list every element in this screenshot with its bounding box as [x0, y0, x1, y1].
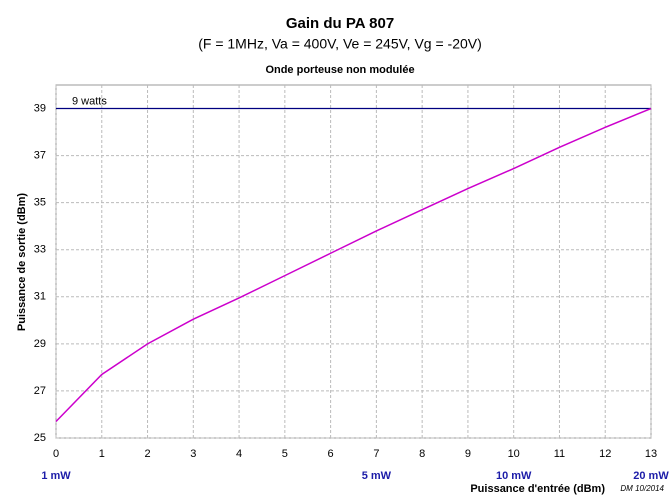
- chart-title: Gain du PA 807: [286, 15, 394, 32]
- x-tick-label: 13: [645, 448, 657, 460]
- x-tick-label: 7: [373, 448, 379, 460]
- chart-subtitle: (F = 1MHz, Va = 400V, Ve = 245V, Vg = -2…: [198, 36, 482, 52]
- x-tick-label: 8: [419, 448, 425, 460]
- x-tick-label: 4: [236, 448, 242, 460]
- x-tick-label: 3: [190, 448, 196, 460]
- x-tick-label: 0: [53, 448, 59, 460]
- reference-label: 9 watts: [72, 95, 107, 107]
- x-tick-label: 2: [144, 448, 150, 460]
- y-tick-label: 33: [34, 244, 46, 256]
- x-tick-label: 9: [465, 448, 471, 460]
- x-tick-label: 11: [554, 448, 565, 460]
- y-tick-label: 35: [34, 197, 46, 209]
- y-tick-label: 37: [34, 150, 46, 162]
- x2-tick-label: 20 mW: [633, 470, 669, 482]
- y-tick-label: 31: [34, 291, 46, 303]
- y-axis-label: Puissance de sortie (dBm): [16, 193, 28, 331]
- chart-subtitle: Onde porteuse non modulée: [265, 64, 414, 76]
- y-tick-label: 27: [34, 385, 46, 397]
- x-axis-label: Puissance d'entrée (dBm): [470, 483, 605, 495]
- x-tick-label: 12: [599, 448, 611, 460]
- x-tick-label: 1: [99, 448, 105, 460]
- x-tick-label: 10: [508, 448, 520, 460]
- x-tick-label: 6: [328, 448, 334, 460]
- y-tick-label: 25: [34, 432, 46, 444]
- footnote: DM 10/2014: [620, 484, 664, 493]
- series-line: [55, 107, 652, 423]
- x2-tick-label: 5 mW: [362, 470, 392, 482]
- y-tick-label: 29: [34, 338, 46, 350]
- y-tick-label: 39: [34, 102, 46, 114]
- plot-area: [55, 84, 652, 439]
- x2-tick-label: 10 mW: [496, 470, 532, 482]
- x-tick-label: 5: [282, 448, 288, 460]
- x2-tick-label: 1 mW: [41, 470, 71, 482]
